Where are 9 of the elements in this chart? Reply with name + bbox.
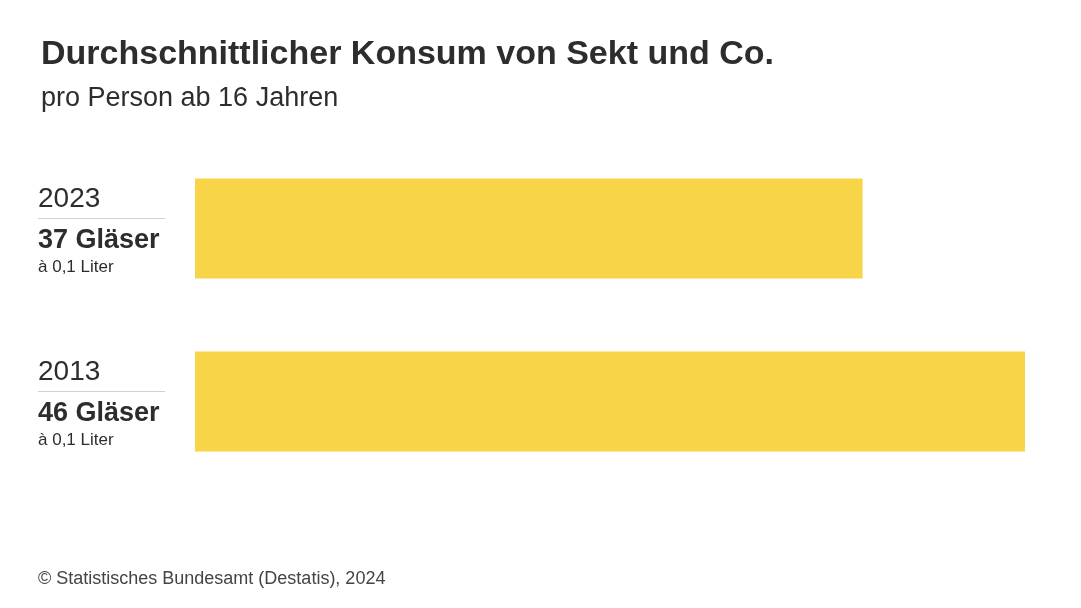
text: à 0,1 Liter	[38, 429, 114, 449]
text: © Statistisches Bundesamt (Destatis), 2024	[38, 568, 386, 588]
data-label: 46 Gläser	[38, 397, 161, 427]
y-tick-label: 2023	[38, 182, 101, 213]
chart-subtitle: pro Person ab 16 Jahren	[41, 81, 339, 112]
data-label: 37 Gläser	[38, 224, 161, 254]
y-tick-label: 2013	[38, 355, 101, 386]
chart-title: Durchschnittlicher Konsum von Sekt und Co.	[41, 33, 774, 71]
text: à 0,1 Liter	[38, 256, 114, 276]
